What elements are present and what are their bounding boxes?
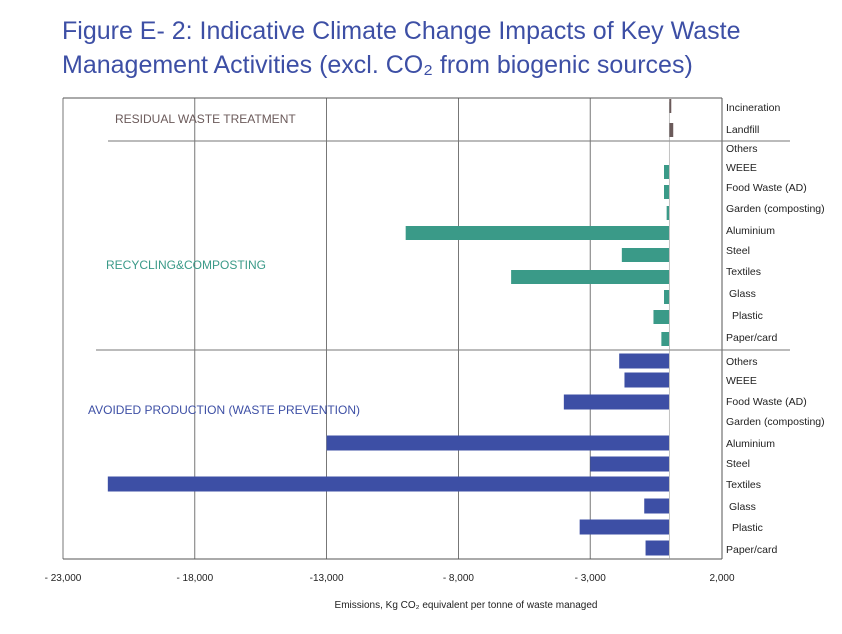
category-label: Plastic xyxy=(732,310,763,322)
bar xyxy=(669,99,672,113)
bar xyxy=(563,394,670,410)
category-label: Others xyxy=(726,356,758,368)
bar xyxy=(619,353,670,369)
bar xyxy=(621,248,670,262)
x-axis-label: Emissions, Kg CO₂ equivalent per tonne o… xyxy=(334,600,598,611)
x-tick-label: 2,000 xyxy=(709,573,734,584)
bar xyxy=(669,123,674,137)
x-tick-label: - 18,000 xyxy=(176,573,213,584)
bar xyxy=(666,206,670,220)
bar xyxy=(107,476,670,492)
bar xyxy=(644,498,670,514)
bar xyxy=(405,226,670,240)
category-label: Plastic xyxy=(732,522,763,534)
bar xyxy=(664,185,670,199)
category-label: Paper/card xyxy=(726,544,778,556)
category-label: Others xyxy=(726,143,758,155)
bar xyxy=(653,310,670,324)
bar xyxy=(664,290,670,304)
category-label: Aluminium xyxy=(726,225,775,237)
x-tick-label: - 8,000 xyxy=(443,573,475,584)
group-label: AVOIDED PRODUCTION (WASTE PREVENTION) xyxy=(88,403,360,417)
chart-title: Figure E- 2: Indicative Climate Change I… xyxy=(62,14,822,82)
bar xyxy=(664,165,670,179)
category-label: Garden (composting) xyxy=(726,416,825,428)
category-label: Garden (composting) xyxy=(726,203,825,215)
x-tick-label: - 3,000 xyxy=(575,573,607,584)
group-label: RESIDUAL WASTE TREATMENT xyxy=(115,112,296,126)
bar xyxy=(645,540,670,556)
category-label: Steel xyxy=(726,245,750,257)
category-label: Paper/card xyxy=(726,332,778,344)
category-label: Aluminium xyxy=(726,438,775,450)
chart-title-line-1: Figure E- 2: Indicative Climate Change I… xyxy=(62,17,741,45)
bar xyxy=(579,519,670,535)
category-label: WEEE xyxy=(726,162,757,174)
category-label: WEEE xyxy=(726,375,757,387)
category-label: Steel xyxy=(726,458,750,470)
category-label: Food Waste (AD) xyxy=(726,182,807,194)
x-tick-label: -13,000 xyxy=(310,573,344,584)
category-label: Food Waste (AD) xyxy=(726,396,807,408)
category-label: Incineration xyxy=(726,102,780,114)
category-label: Textiles xyxy=(726,479,761,491)
x-tick-label: - 23,000 xyxy=(45,573,82,584)
category-label: Textiles xyxy=(726,266,761,278)
bar xyxy=(326,435,670,451)
chart-title-line-2: Management Activities (excl. CO₂ from bi… xyxy=(62,51,693,79)
group-label: RECYCLING&COMPOSTING xyxy=(106,258,266,272)
bar xyxy=(511,270,670,284)
category-label: Landfill xyxy=(726,124,759,136)
category-label: Glass xyxy=(729,288,756,300)
bar xyxy=(590,456,670,472)
bar xyxy=(661,332,670,346)
bar xyxy=(624,372,670,388)
category-label: Glass xyxy=(729,501,756,513)
